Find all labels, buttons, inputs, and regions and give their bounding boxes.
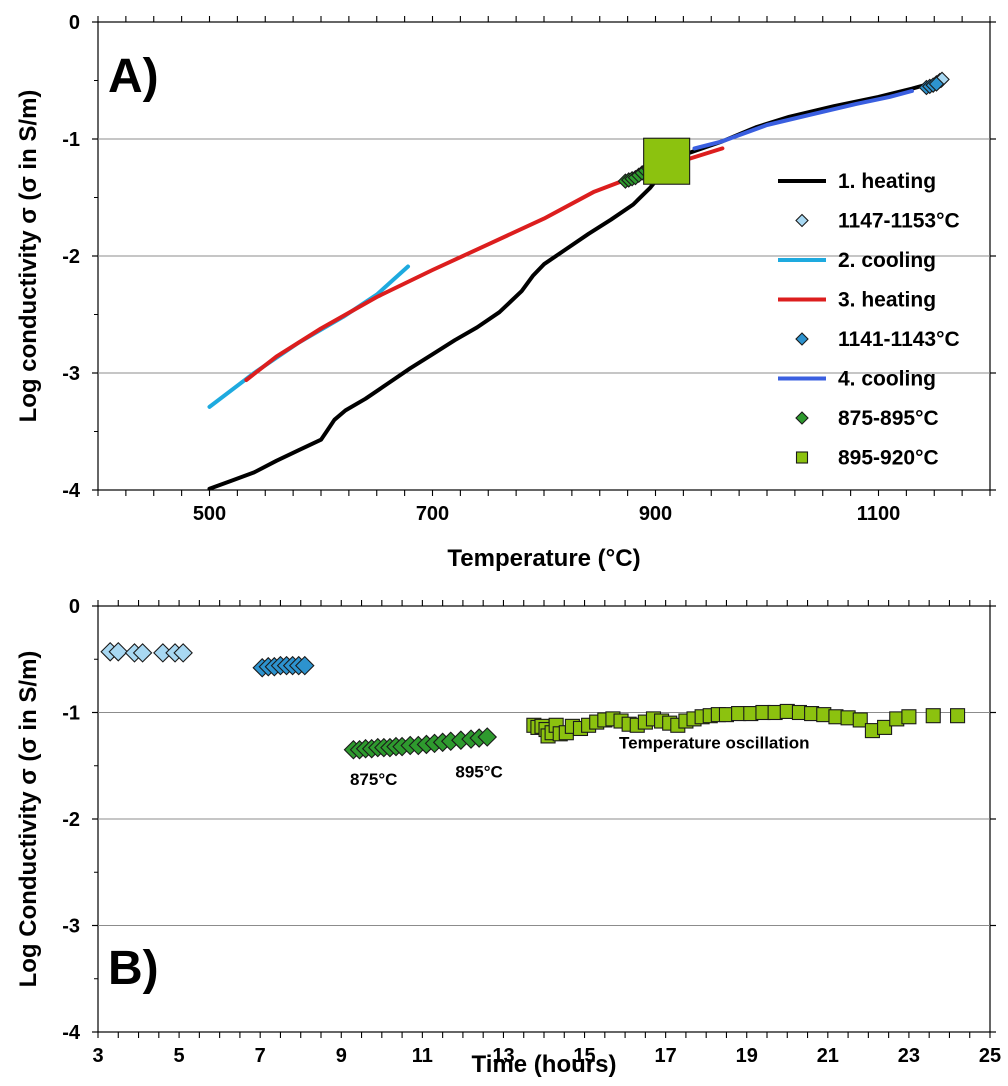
legend-label: 1141-1143°C [838,328,960,351]
series-5 [692,89,914,151]
legend-swatch [795,411,809,425]
y-tick-label: -2 [62,246,80,268]
x-tick-label: 21 [817,1045,839,1067]
legend-swatch [795,213,809,228]
annotation: 875°C [350,770,397,789]
panel-b: 0 -1 -2 -3 -4 3 5 7 9 11 13 15 17 19 21 23 25 Time (hours… [15,596,1001,1078]
y-tick-label: -4 [62,1022,81,1044]
y-tick-label: -3 [62,916,80,938]
panel-a: 0 -1 -2 -3 -4 500 700 900 1100 Temperature (°C) Lo… [15,12,996,572]
legend-item: 2. cooling [778,249,936,272]
legend-label: 4. cooling [838,368,936,391]
data-point [108,642,129,662]
series-0 [207,82,931,491]
x-tick-label: 13 [492,1045,514,1067]
data-point [950,708,966,724]
annotation: 895°C [455,762,502,781]
data-point [173,643,193,663]
data-point [643,137,691,185]
series-7 [643,137,691,185]
y-tick-label: 0 [69,596,80,618]
x-tick-label: 19 [736,1045,758,1067]
x-tick-label: 3 [92,1045,103,1067]
legend-label: 895-920°C [838,447,939,470]
legend-item: 1141-1143°C [795,328,960,351]
legend-item: 1147-1153°C [795,210,960,233]
legend-item: 875-895°C [795,407,939,430]
legend: 1. heating 1147-1153°C 2. cooling 3. heatin… [778,170,960,470]
y-tick-label: -4 [62,480,81,502]
series-4 [918,76,945,96]
x-tick-label: 25 [979,1045,1001,1067]
x-axis-title: Temperature (°C) [447,545,640,572]
data-point [852,712,868,728]
legend-label: 875-895°C [838,407,939,430]
x-tick-label: 700 [416,503,449,525]
x-tick-label: 23 [898,1045,920,1067]
data-point [877,719,893,735]
y-axis-title: Log conductivity σ (σ in S/m) [15,90,42,423]
data-point [901,709,917,725]
x-tick-label: 5 [174,1045,185,1067]
legend-swatch [795,332,809,346]
series-1 [252,655,315,678]
x-tick-label: 7 [255,1045,266,1067]
series-line [692,89,914,151]
series-3 [526,703,966,744]
data-point [132,643,153,663]
y-tick-label: -1 [62,129,80,151]
series-2 [343,727,498,760]
legend-item: 895-920°C [795,447,939,470]
x-tick-label: 500 [193,503,226,525]
panel-label: B) [108,942,159,995]
legend-item: 4. cooling [778,368,936,391]
legend-item: 3. heating [778,289,936,312]
legend-swatch [795,451,809,464]
legend-item: 1. heating [778,170,936,193]
legend-label: 3. heating [838,289,936,312]
x-tick-label: 900 [639,503,672,525]
y-tick-label: -2 [62,809,80,831]
data-point [295,655,315,676]
y-tick-label: 0 [69,12,80,34]
legend-label: 2. cooling [838,249,936,272]
legend-label: 1. heating [838,170,936,193]
x-tick-label: 15 [573,1045,595,1067]
data-point [925,708,941,724]
data-point [477,727,498,747]
x-axis-title: Time (hours) [472,1051,617,1078]
x-tick-label: 9 [336,1045,347,1067]
x-tick-label: 17 [655,1045,677,1067]
y-tick-label: -3 [62,363,80,385]
x-tick-label: 1100 [857,503,900,525]
panel-label: A) [108,50,159,103]
legend-label: 1147-1153°C [838,210,960,233]
series-0 [100,642,193,663]
annotation: Temperature oscillation [619,734,810,753]
data-point [928,76,945,92]
y-axis-title: Log Conductivity σ (σ in S/m) [15,651,42,988]
series-line [207,82,931,491]
y-tick-label: -1 [62,703,80,725]
x-tick-label: 11 [412,1045,433,1067]
